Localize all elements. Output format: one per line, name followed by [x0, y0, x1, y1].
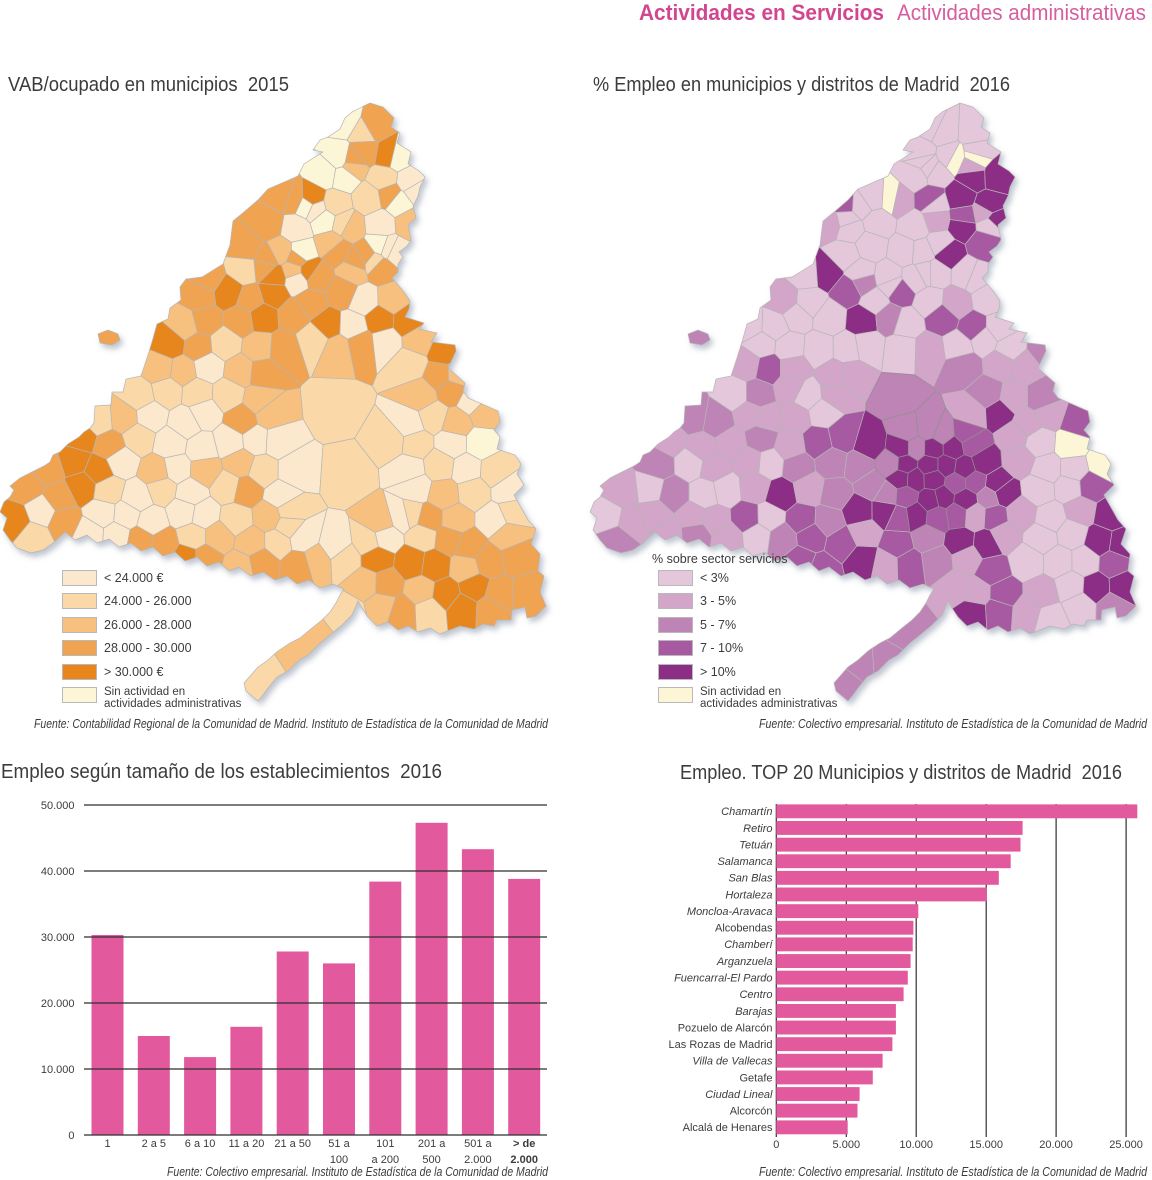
svg-text:10.000: 10.000 [41, 1064, 75, 1076]
svg-text:101: 101 [376, 1138, 394, 1150]
svg-text:20.000: 20.000 [1039, 1139, 1073, 1151]
svg-text:2.000: 2.000 [464, 1154, 492, 1166]
svg-text:25.000: 25.000 [1109, 1139, 1143, 1151]
svg-text:Getafe: Getafe [739, 1072, 772, 1084]
svg-text:Empleo según tamaño de los est: Empleo según tamaño de los establecimien… [1, 761, 442, 783]
svg-text:21 a 50: 21 a 50 [274, 1138, 311, 1150]
svg-text:Retiro: Retiro [743, 823, 772, 835]
svg-text:6 a 10: 6 a 10 [185, 1138, 216, 1150]
svg-text:50.000: 50.000 [41, 800, 75, 812]
svg-text:% Empleo en municipios y distr: % Empleo en municipios y distritos de Ma… [593, 74, 1010, 96]
svg-text:0: 0 [773, 1139, 779, 1151]
svg-text:Empleo. TOP 20 Municipios y di: Empleo. TOP 20 Municipios y distritos de… [680, 762, 1122, 784]
svg-text:Alcobendas: Alcobendas [715, 923, 773, 935]
svg-text:Alcorcón: Alcorcón [730, 1106, 773, 1118]
svg-text:5.000: 5.000 [833, 1139, 861, 1151]
svg-text:a 200: a 200 [372, 1154, 400, 1166]
svg-text:Barajas: Barajas [735, 1006, 773, 1018]
svg-text:Fuente: Contabilidad Regional: Fuente: Contabilidad Regional de la Comu… [34, 716, 549, 731]
svg-text:Moncloa-Aravaca: Moncloa-Aravaca [687, 906, 773, 918]
svg-text:Actividades administrativas: Actividades administrativas [897, 0, 1146, 25]
svg-text:Ciudad Lineal: Ciudad Lineal [705, 1089, 773, 1101]
svg-text:20.000: 20.000 [41, 998, 75, 1010]
svg-text:1: 1 [104, 1138, 110, 1150]
svg-text:Pozuelo de Alarcón: Pozuelo de Alarcón [678, 1022, 773, 1034]
svg-text:Fuente: Colectivo empresarial.: Fuente: Colectivo empresarial. Instituto… [759, 716, 1148, 731]
svg-text:Actividades en Servicios: Actividades en Servicios [639, 0, 884, 25]
svg-text:> de: > de [513, 1138, 535, 1150]
svg-text:500: 500 [422, 1154, 440, 1166]
svg-text:Alcalá de Henares: Alcalá de Henares [683, 1122, 773, 1134]
svg-text:2 a 5: 2 a 5 [142, 1138, 166, 1150]
svg-text:Chamartín: Chamartín [721, 806, 772, 818]
svg-text:2.000: 2.000 [510, 1154, 538, 1166]
svg-text:Tetuán: Tetuán [739, 840, 772, 852]
svg-text:Villa de Vallecas: Villa de Vallecas [692, 1056, 773, 1068]
svg-text:40.000: 40.000 [41, 866, 75, 878]
svg-text:51 a: 51 a [328, 1138, 350, 1150]
svg-text:Fuente: Colectivo empresarial.: Fuente: Colectivo empresarial. Instituto… [759, 1164, 1148, 1179]
svg-text:Salamanca: Salamanca [717, 856, 772, 868]
svg-text:San Blas: San Blas [728, 873, 773, 885]
svg-text:501 a: 501 a [464, 1138, 492, 1150]
svg-text:100: 100 [330, 1154, 348, 1166]
svg-text:Fuencarral-El Pardo: Fuencarral-El Pardo [674, 973, 772, 985]
svg-text:Arganzuela: Arganzuela [716, 956, 773, 968]
svg-text:VAB/ocupado en municipios 201: VAB/ocupado en municipios 2015 [8, 74, 289, 96]
svg-text:Fuente: Colectivo empresarial.: Fuente: Colectivo empresarial. Instituto… [167, 1164, 549, 1179]
svg-text:Chamberí: Chamberí [724, 939, 773, 951]
svg-text:Las Rozas de Madrid: Las Rozas de Madrid [669, 1039, 773, 1051]
svg-text:201 a: 201 a [418, 1138, 446, 1150]
svg-text:Hortaleza: Hortaleza [725, 889, 772, 901]
svg-text:Centro: Centro [739, 989, 772, 1001]
svg-text:30.000: 30.000 [41, 932, 75, 944]
svg-text:0: 0 [68, 1130, 74, 1142]
svg-text:10.000: 10.000 [899, 1139, 933, 1151]
svg-text:11 a 20: 11 a 20 [228, 1138, 264, 1150]
svg-text:15.000: 15.000 [969, 1139, 1003, 1151]
